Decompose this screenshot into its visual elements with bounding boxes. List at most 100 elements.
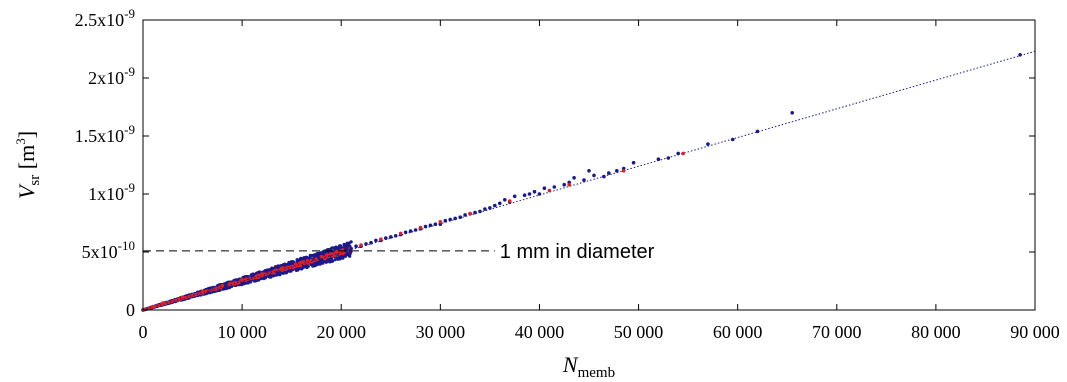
series-1-point <box>280 266 284 271</box>
series-1-point <box>398 231 403 236</box>
band-point <box>249 279 253 283</box>
band-point-red <box>198 291 202 295</box>
x-tick-label: 80 000 <box>911 322 961 342</box>
band-point-red <box>325 253 329 256</box>
band-point <box>281 271 285 275</box>
series-0-point <box>562 182 566 187</box>
series-0-point <box>393 234 398 238</box>
band-point <box>347 253 351 257</box>
plot-frame <box>142 19 1036 311</box>
series-1-point <box>567 182 571 187</box>
band-point <box>275 273 279 277</box>
x-tick-label: 0 <box>139 322 148 342</box>
series-0-point <box>666 156 671 160</box>
y-tick-label: 2.5x10-9 <box>75 6 135 30</box>
band-point <box>309 262 313 266</box>
band-point <box>336 257 340 261</box>
band-point <box>266 274 270 278</box>
band-point <box>331 246 335 250</box>
band-point-red <box>167 300 171 304</box>
y-axis-title-unit-open: [m <box>14 145 39 175</box>
series-0-point <box>656 157 661 161</box>
band-point-red <box>146 307 150 310</box>
band-point <box>328 257 332 261</box>
series-0-point <box>706 142 710 146</box>
y-axis-title-unit-close: ] <box>14 131 39 138</box>
series-0-point <box>369 240 373 245</box>
band-point <box>265 268 269 272</box>
series-0-point <box>408 229 413 233</box>
series-1-point <box>161 301 165 305</box>
series-0-point <box>413 228 418 232</box>
series-0-point <box>1018 53 1022 57</box>
band-point-red <box>289 265 293 269</box>
band-point <box>295 258 299 262</box>
band-point-red <box>274 268 278 272</box>
band-point <box>253 279 257 283</box>
x-axis: 0 10 000 20 000 30 000 40 000 50 000 60 000 70 … <box>139 20 1060 342</box>
y-tick-label: 5x10-10 <box>82 238 135 262</box>
series-0-point <box>443 218 448 223</box>
band-point <box>330 259 335 263</box>
series-0-point <box>483 207 487 211</box>
series-0-point <box>488 206 492 210</box>
series-1-point <box>621 169 626 173</box>
series-1-point <box>240 278 244 282</box>
series-0-point <box>493 203 497 208</box>
band-point <box>320 258 324 262</box>
band-point <box>322 251 326 255</box>
series-0-point <box>364 242 368 246</box>
series-0-point <box>582 178 586 182</box>
series-1-point <box>220 283 225 288</box>
series-0-point <box>453 216 458 221</box>
band-point-red <box>306 261 310 265</box>
series-0-point <box>527 192 532 196</box>
y-axis-title-sub: sr <box>27 175 43 186</box>
band-point <box>307 256 311 260</box>
x-axis-title: Nmemb <box>562 352 615 381</box>
band-point-red <box>228 283 232 286</box>
band-point-red <box>244 277 248 281</box>
series-1-point <box>438 220 443 224</box>
series-0-point <box>676 151 680 156</box>
series-0-point <box>790 111 794 115</box>
series-1-point <box>359 243 363 247</box>
band-point <box>224 282 228 286</box>
band-point <box>277 272 281 276</box>
series-1-point <box>418 225 423 230</box>
band-point-red <box>342 252 345 255</box>
x-tick-label: 30 000 <box>416 322 466 342</box>
series-0-point <box>755 129 760 134</box>
series-1-point <box>319 254 324 259</box>
x-tick-label: 10 000 <box>217 322 267 342</box>
series-1-point <box>547 188 552 193</box>
annotation-label: 1 mm in diameter <box>500 241 655 263</box>
band-point-red <box>294 262 297 265</box>
x-tick-label: 50 000 <box>614 322 664 342</box>
series-0-point <box>384 236 388 240</box>
y-tick-label: 1.5x10-9 <box>75 122 135 146</box>
series-0-point <box>522 193 527 197</box>
band-point <box>349 240 353 244</box>
series-0-point <box>403 230 408 235</box>
series-0-point <box>587 169 591 173</box>
series-0-point <box>374 238 378 243</box>
y-tick-label: 0 <box>126 300 135 320</box>
band-point <box>288 269 292 273</box>
y-tick-label: 2x10-9 <box>88 64 135 88</box>
x-tick-label: 90 000 <box>1010 322 1060 342</box>
series-0-point <box>592 173 596 178</box>
band-point <box>337 245 341 249</box>
series-0-point <box>532 189 537 194</box>
y-axis: 0 5x10-10 1x10-9 1.5x10-9 2x10-9 2.5x10-9 <box>75 6 1035 320</box>
series-0-point <box>458 215 463 219</box>
fit-line <box>142 50 1036 311</box>
y-axis-title-main: V <box>14 183 39 199</box>
series-0-point <box>448 217 453 222</box>
band-point-red <box>305 258 309 262</box>
series-1-point <box>468 211 472 216</box>
series-0-point <box>463 213 467 217</box>
band-point <box>347 244 351 248</box>
series-0-point <box>631 160 636 165</box>
series-0-point <box>473 210 477 215</box>
